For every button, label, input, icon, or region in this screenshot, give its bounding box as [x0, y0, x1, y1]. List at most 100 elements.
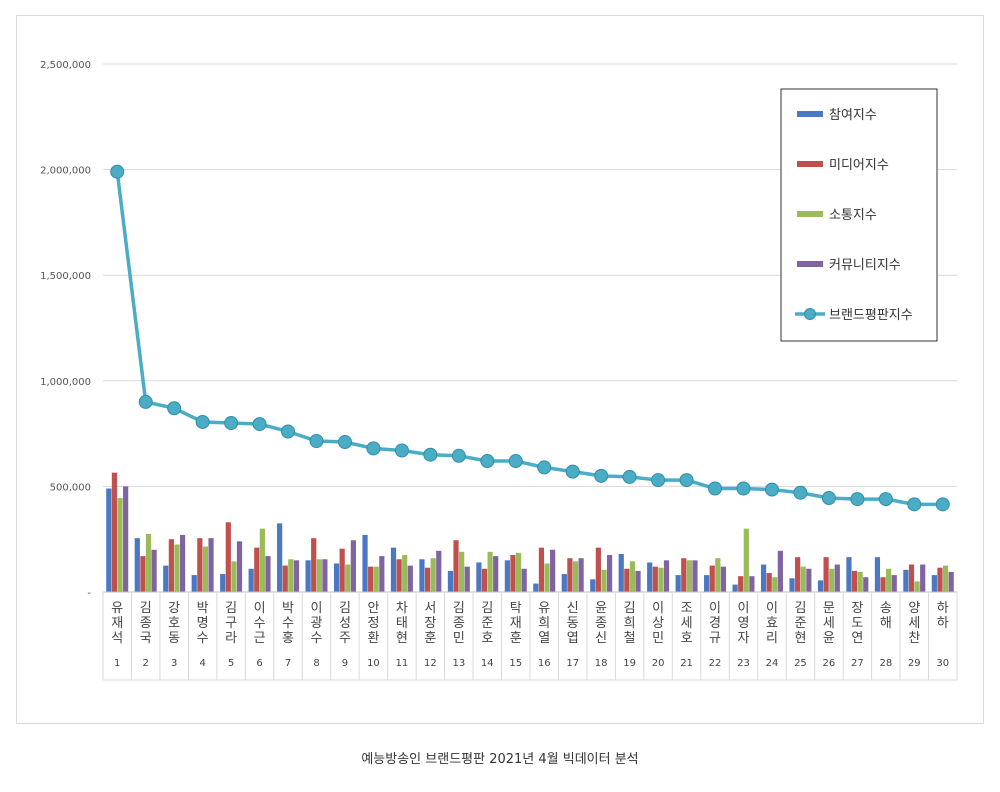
- bar: [379, 556, 385, 592]
- line-point: [537, 460, 552, 475]
- line-point: [622, 469, 637, 484]
- line-point: [309, 433, 324, 448]
- chart-frame: - 500,000 1,000,000 1,500,000 2,000,000 2,500…: [16, 15, 984, 724]
- bar: [857, 571, 863, 592]
- bar: [111, 472, 118, 592]
- rank-label: 12: [424, 658, 437, 669]
- bar: [533, 583, 539, 592]
- bar: [572, 561, 579, 592]
- bar: [567, 558, 573, 592]
- bar: [487, 551, 493, 592]
- bar: [538, 547, 545, 592]
- y-tick-label: 2,000,000: [40, 166, 91, 177]
- line-point: [508, 454, 523, 469]
- y-tick-label: 500,000: [50, 482, 91, 493]
- bar: [123, 486, 129, 592]
- bar: [248, 568, 254, 592]
- bar: [578, 558, 584, 592]
- rank-label: 9: [342, 658, 348, 669]
- line-point: [935, 497, 950, 512]
- rank-label: 4: [199, 658, 205, 669]
- bar: [709, 565, 715, 592]
- rank-label: 7: [285, 658, 291, 669]
- rank-label: 8: [313, 658, 319, 669]
- bar: [424, 567, 431, 592]
- bar: [806, 568, 812, 592]
- bar: [920, 564, 926, 592]
- bar: [339, 548, 345, 592]
- line-point: [565, 464, 580, 479]
- rank-label: 1: [114, 658, 120, 669]
- bar: [419, 559, 425, 592]
- bar: [282, 565, 288, 592]
- rank-label: 30: [936, 658, 949, 669]
- line-point: [252, 417, 267, 432]
- legend-label: 브랜드평판지수: [829, 308, 913, 323]
- bar: [333, 563, 340, 592]
- line-point: [281, 424, 296, 439]
- bar: [345, 564, 351, 592]
- bar: [590, 579, 596, 592]
- bar: [464, 566, 470, 592]
- line-point: [736, 481, 751, 496]
- line-point: [423, 447, 438, 462]
- bar: [704, 575, 710, 592]
- bar: [311, 538, 317, 592]
- bar: [777, 550, 783, 592]
- bar: [368, 566, 374, 592]
- rank-label: 18: [595, 658, 608, 669]
- bar: [202, 546, 209, 592]
- chart-caption: 예능방송인 브랜드평판 2021년 4월 빅데이터 분석: [361, 752, 639, 767]
- bar: [476, 562, 482, 592]
- bar: [863, 577, 869, 592]
- line-point: [167, 401, 182, 416]
- bar: [942, 565, 949, 592]
- line-point: [594, 468, 609, 483]
- bar: [595, 547, 601, 592]
- rank-label: 28: [879, 658, 892, 669]
- bar: [293, 560, 300, 592]
- line-point: [366, 441, 381, 456]
- bar: [874, 557, 881, 592]
- rank-label: 16: [538, 658, 551, 669]
- bar: [396, 559, 402, 592]
- bar: [277, 523, 283, 592]
- bar: [914, 581, 920, 592]
- rank-label: 29: [908, 658, 921, 669]
- line-point: [878, 492, 893, 507]
- bar: [231, 561, 237, 592]
- bar: [373, 566, 379, 592]
- line-point: [394, 443, 409, 458]
- bar: [851, 570, 858, 592]
- line-point: [821, 491, 836, 506]
- bar: [715, 558, 721, 592]
- bar: [288, 559, 294, 592]
- bar: [174, 544, 180, 592]
- bar: [544, 563, 550, 592]
- line-point: [651, 473, 666, 488]
- bar: [743, 528, 749, 592]
- bar: [447, 570, 454, 592]
- line-point: [480, 454, 495, 469]
- line-point: [793, 485, 808, 500]
- bar: [635, 570, 641, 592]
- bar: [106, 488, 112, 592]
- bar: [829, 568, 835, 592]
- rank-label: 26: [823, 658, 836, 669]
